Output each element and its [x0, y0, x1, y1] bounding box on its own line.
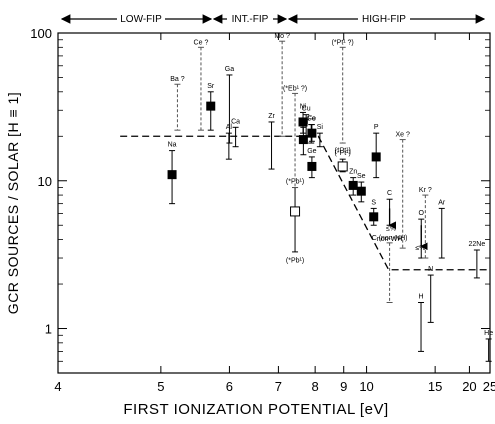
label-c-note: non-WH [377, 236, 403, 243]
point-s [369, 212, 379, 222]
element-label-pt: (*Pt¹ ?) [332, 39, 354, 46]
label-pt-mid: (*Pt¹) [335, 148, 351, 155]
element-label-eb: (*Eb¹ ?) [283, 85, 307, 92]
point-se [356, 186, 366, 196]
label-o-small: ≤% [415, 245, 425, 252]
x-tick-label-25: 25 [483, 379, 495, 394]
point-pb [290, 206, 301, 217]
element-label-ar: Ar [438, 199, 446, 206]
x-tick-label-4: 4 [54, 379, 61, 394]
region-label-bg-high [358, 11, 410, 27]
y-tick-label-10: 10 [38, 174, 52, 189]
point-mg [298, 135, 308, 145]
element-label-xe: Xe ? [395, 132, 410, 139]
point-pt [337, 161, 348, 172]
point-ni [298, 117, 308, 127]
y-tick-label-100: 100 [30, 26, 52, 41]
y-axis-label: GCR SOURCES / SOLAR [H ≡ 1] [5, 92, 21, 314]
element-label-ga: Ga [225, 66, 234, 73]
element-label-c: C [387, 190, 392, 197]
element-label-ni: Ni [300, 103, 307, 110]
region-bar: LOW-FIP INT.-FIP HIGH-FIP [60, 11, 486, 27]
element-label-se: Se [357, 173, 366, 180]
x-axis-label: FIRST IONIZATION POTENTIAL [eV] [123, 401, 388, 418]
x-tick-label-8: 8 [312, 379, 319, 394]
x-tick-label-5: 5 [157, 379, 164, 394]
element-label-si: Si [317, 124, 324, 131]
x-tick-label-15: 15 [428, 379, 442, 394]
element-label-pb: (*Pb¹) [286, 179, 304, 186]
point-ge [307, 161, 317, 171]
data-marks: NaSrMgNiFeGeZnSePS(*Pb¹)(*Pt¹)CaAlZrCuCo… [120, 33, 493, 362]
element-label-zr: Zr [268, 113, 275, 120]
element-label-s: S [371, 199, 376, 206]
element-label-ca: Ca [231, 118, 240, 125]
axis-ticks: 4 5 6 7 8 9 10 15 20 25 1 10 100 [30, 26, 495, 394]
label-c-small: ≤% [386, 226, 396, 233]
element-label-ge: Ge [307, 148, 316, 155]
x-tick-label-6: 6 [226, 379, 233, 394]
y-tick-label-1: 1 [45, 322, 52, 337]
element-label-fe: Fe [308, 116, 316, 123]
element-label-c-non-nh: C (non-NH) [372, 235, 408, 242]
x-tick-label-9: 9 [340, 379, 347, 394]
element-label-sr: Sr [207, 83, 215, 90]
element-label-pt: (*Pt¹) [335, 150, 351, 157]
element-label-n: N [428, 266, 433, 273]
element-label-co: Co [307, 116, 316, 123]
region-label-bg-low [117, 11, 165, 27]
element-label-h: H [418, 294, 423, 301]
region-label-int: INT.-FIP [232, 14, 269, 25]
element-label-ce: Ce ? [194, 39, 209, 46]
label-pb-bottom: (*Pb¹) [286, 257, 304, 264]
element-label-22ne: 22Ne [469, 241, 486, 248]
point-sr [206, 101, 216, 111]
x-tick-label-10: 10 [359, 379, 373, 394]
element-label-cu: Cu [302, 106, 311, 113]
plot-frame [57, 32, 491, 374]
element-label-ba: Ba ? [170, 76, 185, 83]
model-line [120, 135, 490, 271]
element-label-p: P [374, 124, 379, 131]
element-label-na: Na [168, 142, 177, 149]
x-tick-label-7: 7 [275, 379, 282, 394]
element-label-mo: Mo ? [274, 33, 290, 40]
region-label-low: LOW-FIP [120, 14, 162, 25]
point-na [167, 170, 177, 180]
point-zn [348, 180, 358, 190]
region-label-high: HIGH-FIP [362, 14, 406, 25]
region-label-bg-int [227, 11, 273, 27]
element-label-o: O [419, 210, 425, 217]
element-label-kr: Kr ? [419, 187, 432, 194]
point-p [371, 152, 381, 162]
element-label-zn: Zn [349, 169, 357, 176]
element-label-he: He [484, 330, 493, 337]
point-fe [307, 128, 317, 138]
x-tick-label-20: 20 [462, 379, 476, 394]
